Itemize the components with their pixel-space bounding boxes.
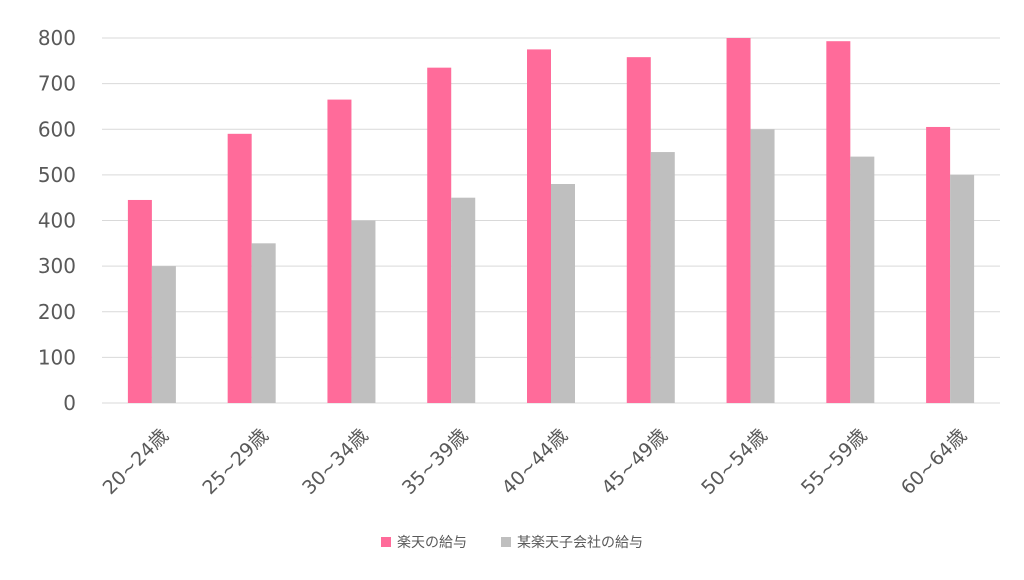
legend-swatch-series-2 [501, 537, 511, 547]
x-tick-label: 30~34歳 [298, 425, 372, 499]
bar-series-2 [451, 197, 476, 403]
x-tick-label: 25~29歳 [198, 425, 272, 499]
x-tick-label: 45~49歳 [597, 425, 671, 499]
bar-series-2 [650, 152, 675, 403]
x-tick-label: 50~54歳 [697, 425, 771, 499]
legend: 楽天の給与 某楽天子会社の給与 [0, 532, 1024, 552]
bars [127, 38, 975, 403]
y-tick-label: 700 [38, 72, 76, 96]
x-tick-label: 60~64歳 [897, 425, 971, 499]
y-axis-ticks: 0 100 200 300 400 500 600 700 800 [38, 26, 76, 415]
y-tick-label: 0 [63, 391, 76, 415]
bar-series-1 [826, 41, 851, 403]
bar-series-2 [251, 243, 276, 403]
bar-series-1 [527, 49, 551, 403]
bar-series-2 [750, 129, 775, 403]
bar-series-1 [626, 57, 651, 403]
legend-swatch-series-1 [381, 537, 391, 547]
bar-series-2 [850, 156, 875, 403]
y-tick-label: 300 [38, 254, 76, 278]
legend-label-series-1: 楽天の給与 [397, 535, 467, 551]
x-tick-label: 20~24歳 [99, 425, 173, 499]
y-tick-label: 100 [38, 345, 76, 369]
bar-series-2 [351, 220, 376, 403]
bar-series-1 [127, 199, 152, 403]
bar-series-1 [227, 133, 252, 403]
bar-series-1 [327, 99, 352, 403]
x-tick-label: 35~39歳 [398, 425, 472, 499]
x-tick-label: 40~44歳 [498, 425, 572, 499]
y-tick-label: 400 [38, 209, 76, 233]
bar-series-2 [551, 184, 575, 403]
y-tick-label: 800 [38, 26, 76, 50]
legend-label-series-2: 某楽天子会社の給与 [517, 535, 643, 551]
x-axis-ticks: 20~24歳 25~29歳 30~34歳 35~39歳 40~44歳 45~49歳 50~5… [99, 425, 972, 499]
bar-series-1 [926, 126, 951, 403]
bar-series-2 [151, 266, 176, 403]
bar-series-2 [950, 174, 975, 403]
legend-item-series-1: 楽天の給与 [381, 532, 467, 552]
x-tick-label: 55~59歳 [797, 425, 871, 499]
y-tick-label: 200 [38, 300, 76, 324]
legend-item-series-2: 某楽天子会社の給与 [501, 532, 643, 552]
y-tick-label: 500 [38, 163, 76, 187]
bar-series-1 [427, 67, 452, 403]
y-tick-label: 600 [38, 117, 76, 141]
bar-series-1 [726, 38, 751, 403]
